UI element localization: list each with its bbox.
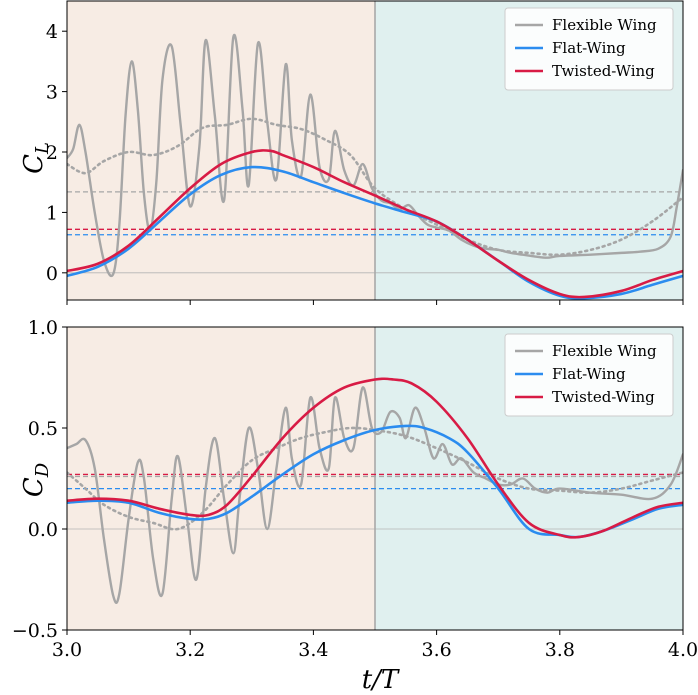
- y-axis-label-sub: D: [32, 462, 53, 478]
- x-tick-label: 3.8: [545, 639, 575, 661]
- phase-1-background: [67, 1, 375, 300]
- series-line: [67, 33, 683, 278]
- drag-coefficient-panel: 3.0 3.2 3.4 3.6 3.8 4.0 −0.5 0.0 0.5 1.0 CD Flexibl…: [12, 317, 698, 661]
- legend-label: Flat-Wing: [552, 365, 626, 383]
- x-tick-label: 4.0: [668, 639, 698, 661]
- y-axis-label: CL: [19, 142, 53, 174]
- y-tick-label: 2: [46, 142, 58, 164]
- series-line: [67, 117, 683, 257]
- plot-frame: [66, 326, 684, 631]
- legend: Flexible Wing Flat-Wing Twisted-Wing: [504, 333, 674, 417]
- x-tick-label: 3.2: [175, 639, 205, 661]
- y-axis-label-sub: L: [32, 142, 53, 155]
- x-tick-label: 3.4: [298, 639, 328, 661]
- plot-frame: [66, 0, 684, 301]
- y-tick-label: 4: [46, 21, 58, 43]
- y-tick-label: 1: [46, 202, 58, 224]
- legend-box: [504, 7, 674, 91]
- legend-label: Twisted-Wing: [552, 62, 655, 80]
- series-line: [67, 165, 683, 300]
- x-tick-label: 3.0: [52, 639, 82, 661]
- y-tick-label: 0: [46, 263, 58, 285]
- series-line: [67, 149, 683, 299]
- legend-label: Twisted-Wing: [552, 388, 655, 406]
- y-tick-label: 0.0: [28, 519, 58, 541]
- y-tick-label: 0.5: [28, 418, 58, 440]
- x-axis-label: t/T: [362, 665, 400, 695]
- lift-coefficient-panel: 0 1 2 3 4 CL Flexible Wing Flat-Wing Twisted-Win…: [19, 0, 684, 305]
- y-tick-label: 3: [46, 82, 58, 104]
- x-tick-label: 3.6: [421, 639, 451, 661]
- legend-label: Flat-Wing: [552, 39, 626, 57]
- series-line: [67, 426, 683, 531]
- y-axis-label: CD: [19, 462, 53, 497]
- legend: Flexible Wing Flat-Wing Twisted-Wing: [504, 7, 674, 91]
- legend-box: [504, 333, 674, 417]
- y-axis-label-main: C: [19, 477, 49, 497]
- series-line: [67, 377, 683, 539]
- y-tick-label: 1.0: [28, 317, 58, 339]
- y-tick-label: −0.5: [12, 620, 58, 642]
- legend-label: Flexible Wing: [552, 342, 657, 360]
- y-axis-label-main: C: [19, 154, 49, 174]
- legend-label: Flexible Wing: [552, 16, 657, 34]
